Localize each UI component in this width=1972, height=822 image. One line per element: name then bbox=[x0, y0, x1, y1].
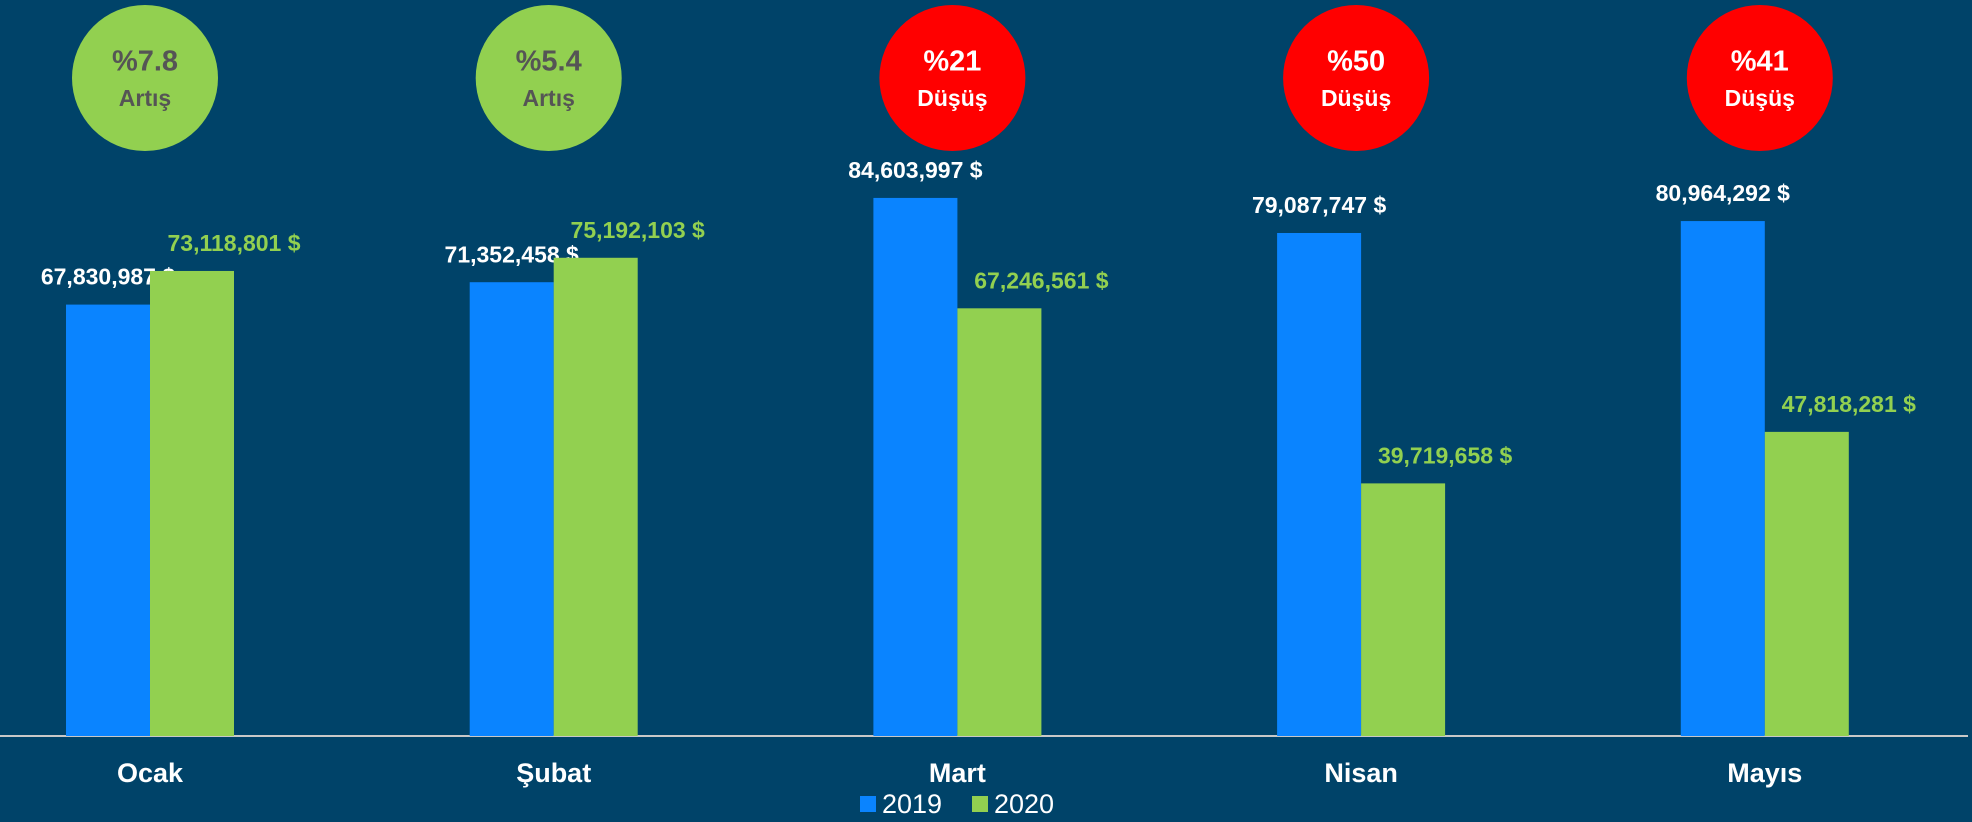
annotation-text: %50 bbox=[1327, 46, 1385, 78]
legend-swatch bbox=[860, 796, 876, 812]
annotation-subtext: Düşüş bbox=[917, 85, 987, 111]
annotation-text: %41 bbox=[1731, 46, 1789, 78]
annotation-circle bbox=[879, 5, 1026, 151]
data-label: 47,818,281 $ bbox=[1782, 391, 1917, 417]
x-tick-label: Mart bbox=[929, 758, 986, 788]
annotation-subtext: Düşüş bbox=[1725, 85, 1795, 111]
data-label: 67,246,561 $ bbox=[974, 267, 1109, 293]
bar bbox=[873, 197, 958, 736]
annotation-text: %21 bbox=[923, 46, 981, 78]
legend-swatch bbox=[972, 796, 988, 812]
bar bbox=[469, 282, 554, 736]
x-tick-label: Ocak bbox=[117, 758, 184, 788]
bar bbox=[150, 270, 234, 736]
data-label: 39,719,658 $ bbox=[1378, 442, 1513, 468]
annotation-circle bbox=[1686, 5, 1833, 151]
legend-label: 2020 bbox=[994, 789, 1054, 819]
bar bbox=[1277, 233, 1362, 736]
annotation-circle bbox=[475, 5, 622, 151]
x-tick-label: Nisan bbox=[1324, 758, 1398, 788]
legend-label: 2019 bbox=[882, 789, 942, 819]
annotation-circle bbox=[72, 5, 218, 151]
bar bbox=[66, 304, 150, 736]
bar bbox=[553, 257, 638, 736]
annotation-subtext: Artış bbox=[522, 85, 574, 111]
annotation-text: %7.8 bbox=[112, 46, 178, 78]
bar bbox=[1764, 431, 1849, 736]
data-label: 79,087,747 $ bbox=[1252, 192, 1387, 218]
bar bbox=[957, 308, 1042, 736]
x-tick-label: Mayıs bbox=[1727, 758, 1802, 788]
data-label: 84,603,997 $ bbox=[848, 157, 983, 183]
annotation-circle bbox=[1283, 5, 1430, 151]
data-label: 73,118,801 $ bbox=[167, 230, 300, 256]
annotation-text: %5.4 bbox=[516, 46, 582, 78]
bar bbox=[1680, 221, 1765, 736]
bar bbox=[1361, 483, 1446, 736]
data-label: 75,192,103 $ bbox=[571, 217, 706, 243]
annotation-subtext: Düşüş bbox=[1321, 85, 1391, 111]
data-label: 80,964,292 $ bbox=[1656, 180, 1791, 206]
x-tick-label: Şubat bbox=[516, 758, 591, 788]
annotation-subtext: Artış bbox=[119, 85, 171, 111]
